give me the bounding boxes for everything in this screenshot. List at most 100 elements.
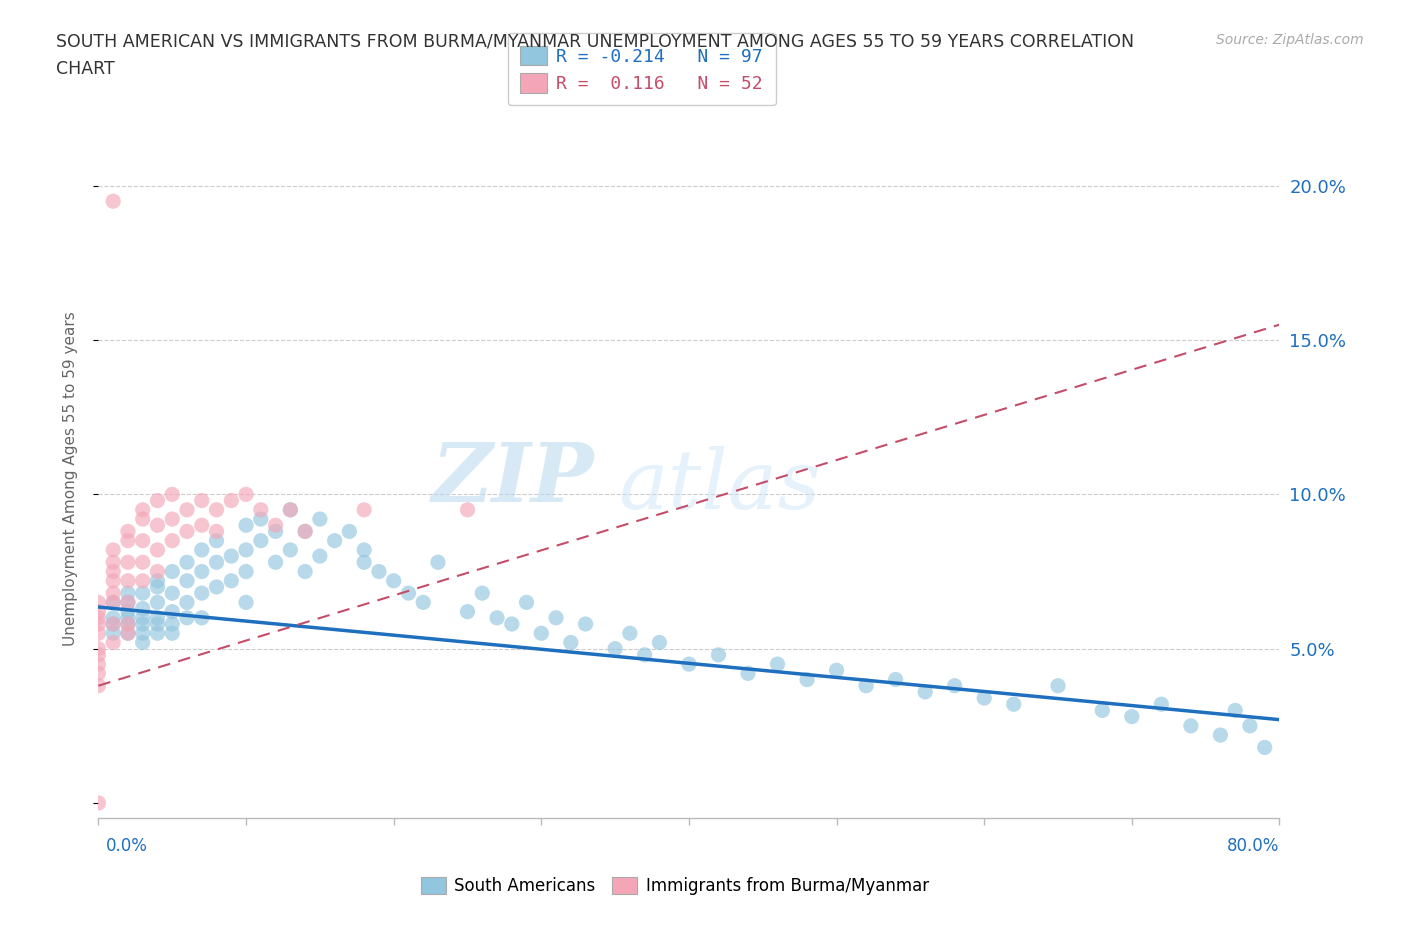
Point <box>943 678 966 693</box>
Point <box>191 542 214 557</box>
Point <box>103 595 125 610</box>
Point <box>103 573 125 589</box>
Point <box>368 565 391 579</box>
Point <box>162 626 183 641</box>
Point <box>146 518 169 533</box>
Point <box>176 502 198 517</box>
Point <box>103 626 125 641</box>
Point <box>103 555 125 570</box>
Point <box>353 542 375 557</box>
Point <box>515 595 537 610</box>
Point <box>264 555 287 570</box>
Point <box>1091 703 1114 718</box>
Point <box>219 493 242 508</box>
Point <box>1121 710 1143 724</box>
Point <box>146 542 169 557</box>
Point <box>117 555 139 570</box>
Point <box>501 617 523 631</box>
Point <box>117 533 139 548</box>
Point <box>87 657 110 671</box>
Point <box>633 647 655 662</box>
Point <box>323 533 346 548</box>
Point <box>619 626 641 641</box>
Point <box>103 617 125 631</box>
Point <box>412 595 434 610</box>
Point <box>250 533 273 548</box>
Point <box>132 555 155 570</box>
Point <box>235 595 257 610</box>
Point <box>191 518 214 533</box>
Point <box>264 518 287 533</box>
Point <box>1209 727 1232 742</box>
Point <box>162 586 183 601</box>
Point <box>456 502 478 517</box>
Point <box>103 595 125 610</box>
Text: 0.0%: 0.0% <box>105 837 148 855</box>
Point <box>87 795 110 810</box>
Point <box>117 610 139 625</box>
Point <box>146 579 169 594</box>
Point <box>146 610 169 625</box>
Point <box>132 573 155 589</box>
Point <box>219 549 242 564</box>
Point <box>973 691 995 706</box>
Point <box>560 635 582 650</box>
Point <box>146 626 169 641</box>
Point <box>574 617 596 631</box>
Point <box>884 672 907 687</box>
Point <box>456 604 478 619</box>
Point <box>339 524 360 538</box>
Point <box>176 573 198 589</box>
Point <box>146 595 169 610</box>
Point <box>648 635 671 650</box>
Point <box>117 604 139 619</box>
Point <box>191 493 214 508</box>
Point <box>132 601 155 616</box>
Point <box>796 672 818 687</box>
Point <box>162 487 183 502</box>
Point <box>1046 678 1069 693</box>
Point <box>1002 697 1025 711</box>
Point <box>87 610 110 625</box>
Text: 80.0%: 80.0% <box>1227 837 1279 855</box>
Point <box>132 533 155 548</box>
Point <box>486 610 509 625</box>
Point <box>294 524 316 538</box>
Point <box>855 678 877 693</box>
Point <box>191 565 214 579</box>
Point <box>132 512 155 526</box>
Point <box>103 635 125 650</box>
Point <box>737 666 759 681</box>
Point <box>132 502 155 517</box>
Text: SOUTH AMERICAN VS IMMIGRANTS FROM BURMA/MYANMAR UNEMPLOYMENT AMONG AGES 55 TO 59: SOUTH AMERICAN VS IMMIGRANTS FROM BURMA/… <box>56 33 1135 50</box>
Point <box>146 493 169 508</box>
Point <box>117 524 139 538</box>
Point <box>176 595 198 610</box>
Point <box>1223 703 1246 718</box>
Point <box>766 657 789 671</box>
Point <box>146 617 169 631</box>
Text: CHART: CHART <box>56 60 115 78</box>
Point <box>176 555 198 570</box>
Text: ZIP: ZIP <box>432 439 595 519</box>
Point <box>103 565 125 579</box>
Point <box>427 555 450 570</box>
Point <box>264 524 287 538</box>
Point <box>353 555 375 570</box>
Legend: R = -0.214   N = 97, R =  0.116   N = 52: R = -0.214 N = 97, R = 0.116 N = 52 <box>508 33 776 105</box>
Point <box>117 586 139 601</box>
Text: atlas: atlas <box>619 445 821 525</box>
Point <box>132 626 155 641</box>
Point <box>103 542 125 557</box>
Point <box>162 617 183 631</box>
Point <box>205 579 228 594</box>
Point <box>117 626 139 641</box>
Point <box>1239 718 1261 733</box>
Point <box>132 617 155 631</box>
Point <box>605 642 627 657</box>
Point <box>235 487 257 502</box>
Point <box>87 604 110 619</box>
Point <box>103 610 125 625</box>
Point <box>117 595 139 610</box>
Point <box>914 684 936 699</box>
